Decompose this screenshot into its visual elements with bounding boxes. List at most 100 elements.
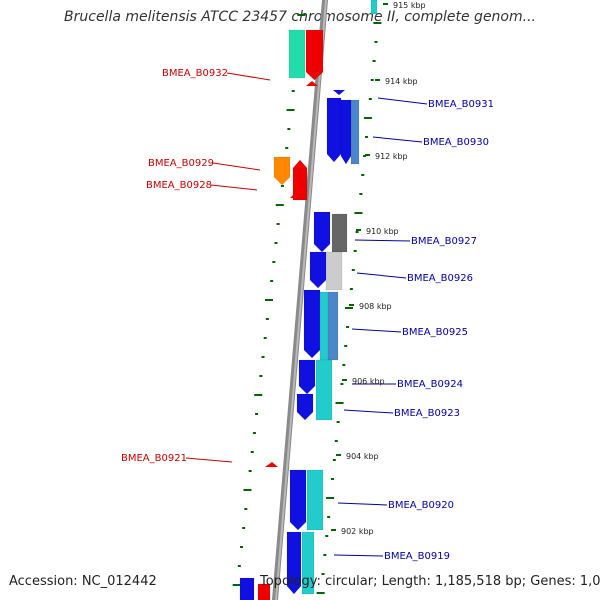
gene-label-forward: BMEA_B0926 — [407, 273, 473, 284]
tick-mark — [237, 565, 241, 567]
gene-bmea-b0930-b — [350, 99, 360, 165]
tick-mark — [349, 288, 353, 290]
tick-mark — [250, 451, 254, 453]
map-title: Brucella melitensis ATCC 23457 chromosom… — [64, 9, 536, 25]
tick-mark — [272, 261, 276, 263]
tick-mark — [363, 117, 372, 119]
tick-mark — [316, 592, 325, 594]
gene-bmea-b0925 — [303, 289, 321, 359]
gene-features — [239, 0, 378, 600]
tick-mark — [354, 212, 363, 214]
tick-mark — [285, 147, 289, 149]
tick-mark — [287, 128, 291, 130]
tick-mark — [326, 497, 335, 499]
gene-label-forward: BMEA_B0925 — [402, 327, 468, 338]
gene-bmea-b0920-b — [306, 469, 324, 531]
topology-text: Topology: circular; Length: 1,185,518 bp… — [260, 574, 600, 589]
tick-mark — [323, 554, 327, 556]
tick-mark — [242, 527, 246, 529]
gene-bmea-b0923 — [315, 359, 333, 421]
gene-label-reverse: BMEA_B0929 — [148, 158, 214, 169]
tick-mark — [254, 394, 263, 396]
gene-label-forward: BMEA_B0924 — [397, 379, 463, 390]
tick-mark — [342, 364, 346, 366]
gene-label-forward: BMEA_B0919 — [384, 551, 450, 562]
tick-mark — [321, 573, 325, 575]
gene-bmea-b0933 — [288, 29, 306, 79]
kbp-tick — [356, 229, 361, 231]
tick-mark — [335, 402, 344, 404]
tick-mark — [330, 478, 334, 480]
kbp-label: 904 kbp — [346, 452, 379, 461]
gene-label-reverse: BMEA_B0932 — [162, 68, 228, 79]
gene-bmea-b0924 — [298, 359, 316, 395]
gene-bmea-b0919-b — [301, 531, 315, 595]
leader-line — [377, 97, 428, 105]
leader-line — [343, 409, 394, 414]
leader-line — [351, 328, 402, 333]
tick-mark — [244, 508, 248, 510]
gene-label-forward: BMEA_B0923 — [394, 408, 460, 419]
tick-mark — [274, 242, 278, 244]
gene-bmea-b0927-b — [331, 213, 348, 253]
outer-tick-marks-right — [316, 22, 382, 594]
tick-mark — [361, 174, 365, 176]
kbp-tick — [331, 529, 336, 531]
tick-mark — [365, 136, 369, 138]
tick-mark — [353, 250, 357, 252]
kbp-label: 912 kbp — [375, 152, 408, 161]
leader-line — [212, 162, 261, 171]
tick-mark — [351, 269, 355, 271]
tick-mark — [297, 14, 306, 16]
tick-mark — [370, 79, 374, 81]
tick-mark — [276, 223, 280, 225]
leader-line — [354, 239, 411, 242]
tick-mark — [286, 109, 295, 111]
gene-bmea-b0930-a — [340, 99, 352, 165]
leader-line — [356, 272, 407, 279]
leader-line — [185, 457, 233, 463]
leader-line — [333, 554, 384, 557]
tick-mark — [372, 60, 376, 62]
kbp-tick — [383, 3, 388, 5]
gene-bmea-b0922 — [296, 393, 314, 421]
tick-mark — [259, 375, 263, 377]
gene-bmea-b0926-b — [325, 251, 343, 291]
gene-label-forward: BMEA_B0927 — [411, 236, 477, 247]
tick-mark — [363, 155, 367, 157]
leader-line — [372, 136, 423, 143]
kbp-scale-labels: 915 kbp 914 kbp 912 kbp 910 kbp 908 kbp 906 k… — [331, 1, 426, 536]
tick-mark — [239, 546, 243, 548]
leader-line — [226, 72, 271, 81]
gene-bmea-b0931 — [326, 97, 342, 163]
gene-marker — [290, 191, 304, 198]
tick-mark — [373, 22, 382, 24]
kbp-tick — [342, 379, 347, 381]
kbp-label: 914 kbp — [385, 77, 418, 86]
gene-label-forward: BMEA_B0931 — [428, 99, 494, 110]
gene-label-forward: BMEA_B0930 — [423, 137, 489, 148]
gene-bmea-b0928 — [292, 159, 308, 201]
tick-mark — [252, 432, 256, 434]
tick-mark — [265, 318, 269, 320]
gene-bmea-b0932 — [305, 29, 324, 81]
tick-mark — [346, 326, 350, 328]
gene-labels: BMEA_B0932 BMEA_B0929 BMEA_B0928 BMEA_B0921… — [121, 68, 494, 562]
kbp-label: 915 kbp — [393, 1, 426, 10]
tick-mark — [359, 193, 363, 195]
tick-mark — [325, 535, 329, 537]
gene-label-reverse: BMEA_B0921 — [121, 453, 187, 464]
tick-mark — [327, 516, 331, 518]
gene-partial-bottom-red — [257, 583, 271, 600]
kbp-label: 908 kbp — [359, 302, 392, 311]
tick-mark — [280, 185, 284, 187]
gene-marker — [306, 81, 318, 86]
tick-mark — [291, 90, 295, 92]
tick-mark — [261, 356, 265, 358]
gene-bmea-b0919 — [286, 531, 302, 595]
kbp-label: 910 kbp — [366, 227, 399, 236]
accession-text: Accession: NC_012442 — [9, 574, 157, 589]
gene-bmea-b0921 — [265, 462, 278, 467]
gene-marker — [333, 90, 345, 95]
kbp-label: 906 kbp — [352, 377, 385, 386]
